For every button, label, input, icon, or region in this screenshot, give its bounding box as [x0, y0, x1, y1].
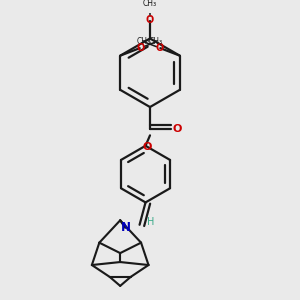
Text: N: N [121, 221, 131, 234]
Text: O: O [155, 43, 164, 53]
Text: O: O [142, 142, 152, 152]
Text: O: O [136, 43, 145, 53]
Text: CH₃: CH₃ [149, 38, 163, 46]
Text: O: O [146, 15, 154, 25]
Text: H: H [147, 218, 154, 227]
Text: CH₃: CH₃ [137, 38, 151, 46]
Text: O: O [173, 124, 182, 134]
Text: CH₃: CH₃ [143, 0, 157, 8]
